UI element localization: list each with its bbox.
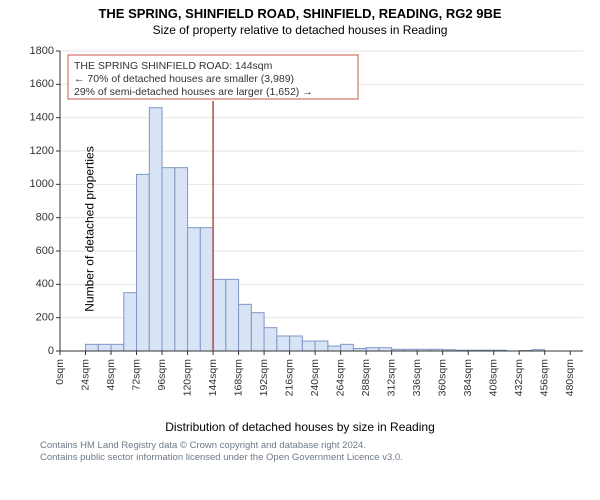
svg-text:336sqm: 336sqm [411, 359, 423, 397]
svg-text:288sqm: 288sqm [360, 359, 372, 397]
svg-text:THE SPRING SHINFIELD ROAD: 144: THE SPRING SHINFIELD ROAD: 144sqm [74, 60, 273, 72]
svg-text:← 70% of detached houses are s: ← 70% of detached houses are smaller (3,… [74, 73, 294, 85]
svg-text:168sqm: 168sqm [232, 359, 244, 397]
svg-text:216sqm: 216sqm [283, 359, 295, 397]
svg-text:432sqm: 432sqm [513, 359, 525, 397]
svg-text:384sqm: 384sqm [462, 359, 474, 397]
svg-text:0sqm: 0sqm [54, 359, 66, 385]
svg-text:1200: 1200 [30, 145, 54, 157]
y-axis-label: Number of detached properties [83, 146, 97, 311]
chart-container: Number of detached properties 0 200 400 600… [5, 41, 595, 416]
svg-text:408sqm: 408sqm [487, 359, 499, 397]
svg-text:72sqm: 72sqm [130, 359, 142, 391]
footer-line-2: Contains public sector information licen… [40, 452, 590, 464]
x-axis-label: Distribution of detached houses by size … [0, 420, 600, 434]
svg-text:312sqm: 312sqm [385, 359, 397, 397]
svg-text:264sqm: 264sqm [334, 359, 346, 397]
svg-text:480sqm: 480sqm [564, 359, 576, 397]
chart-subtitle: Size of property relative to detached ho… [0, 23, 600, 37]
svg-text:800: 800 [36, 212, 54, 224]
svg-text:240sqm: 240sqm [309, 359, 321, 397]
svg-text:192sqm: 192sqm [258, 359, 270, 397]
footer-attribution: Contains HM Land Registry data © Crown c… [40, 440, 590, 464]
svg-text:600: 600 [36, 245, 54, 257]
svg-text:1600: 1600 [30, 78, 54, 90]
svg-text:48sqm: 48sqm [105, 359, 117, 391]
svg-text:360sqm: 360sqm [436, 359, 448, 397]
svg-text:0: 0 [48, 345, 54, 357]
svg-text:1400: 1400 [30, 112, 54, 124]
chart-title: THE SPRING, SHINFIELD ROAD, SHINFIELD, R… [0, 6, 600, 21]
svg-text:456sqm: 456sqm [539, 359, 551, 397]
svg-text:29% of semi-detached houses ar: 29% of semi-detached houses are larger (… [74, 86, 313, 98]
svg-text:200: 200 [36, 312, 54, 324]
svg-text:96sqm: 96sqm [156, 359, 168, 391]
svg-text:1800: 1800 [30, 45, 54, 57]
svg-text:144sqm: 144sqm [207, 359, 219, 397]
svg-text:1000: 1000 [30, 178, 54, 190]
svg-text:120sqm: 120sqm [181, 359, 193, 397]
svg-text:400: 400 [36, 278, 54, 290]
footer-line-1: Contains HM Land Registry data © Crown c… [40, 440, 590, 452]
svg-text:24sqm: 24sqm [79, 359, 91, 391]
